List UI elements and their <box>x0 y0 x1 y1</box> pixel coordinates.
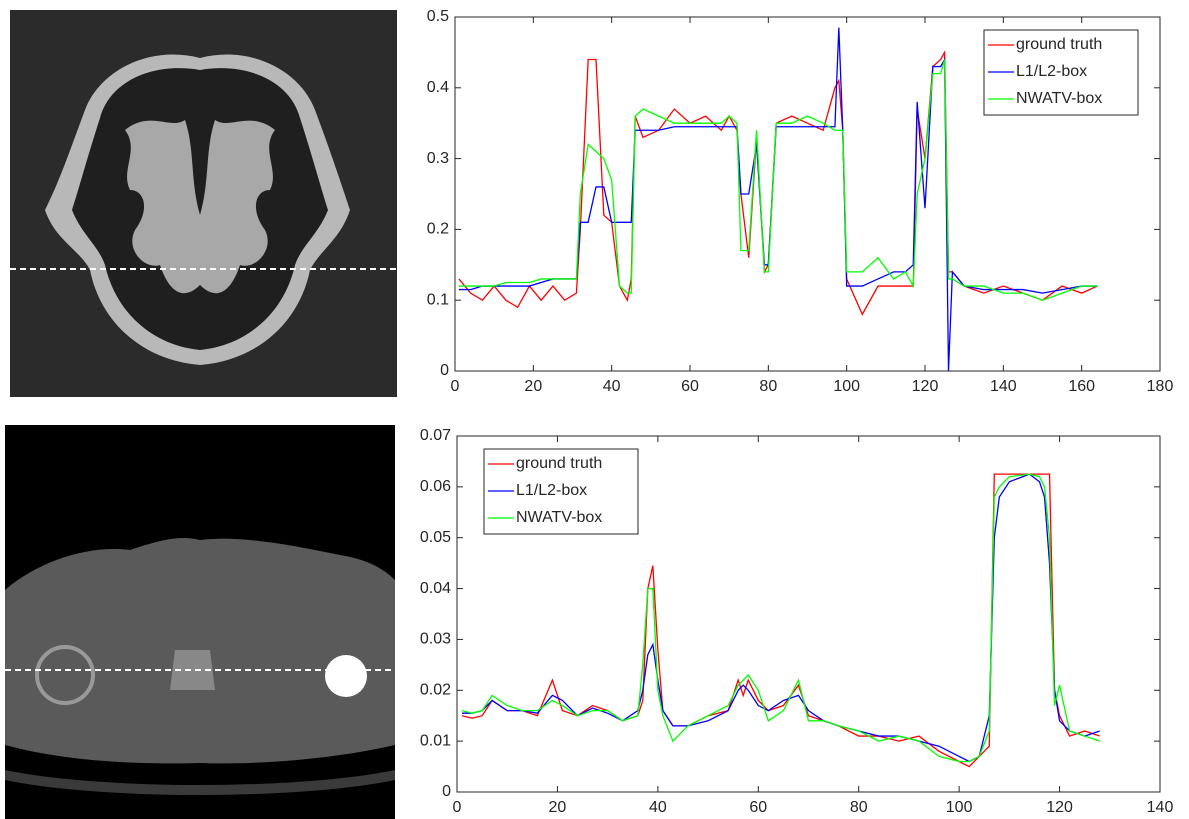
x-tick-label: 140 <box>990 378 1017 395</box>
x-tick-label: 60 <box>749 799 767 816</box>
series-line <box>461 473 1100 763</box>
y-tick-label: 0.06 <box>420 478 451 495</box>
x-tick-label: 120 <box>912 378 939 395</box>
x-tick-label: 0 <box>453 799 462 816</box>
x-tick-label: 100 <box>946 799 973 816</box>
x-tick-label: 80 <box>850 799 868 816</box>
y-tick-label: 0.5 <box>427 8 449 25</box>
x-tick-label: 180 <box>1147 378 1174 395</box>
x-tick-label: 80 <box>759 378 777 395</box>
x-tick-label: 0 <box>451 378 460 395</box>
x-tick-label: 100 <box>833 378 860 395</box>
brain-image <box>10 10 397 397</box>
x-tick-label: 40 <box>649 799 667 816</box>
legend-label: NWATV-box <box>1016 90 1102 107</box>
x-tick-label: 140 <box>1147 799 1174 816</box>
y-tick-label: 0.04 <box>420 580 451 597</box>
y-tick-label: 0.05 <box>420 529 451 546</box>
y-tick-label: 0.2 <box>427 221 449 238</box>
legend-label: NWATV-box <box>516 509 602 526</box>
y-tick-label: 0 <box>440 362 449 379</box>
ct-image <box>5 425 395 819</box>
y-tick-label: 0 <box>442 783 451 800</box>
series-line <box>462 473 1100 763</box>
y-tick-label: 0.02 <box>420 682 451 699</box>
y-tick-label: 0.07 <box>420 427 451 444</box>
legend-label: L1/L2-box <box>516 482 587 499</box>
x-tick-label: 120 <box>1046 799 1073 816</box>
legend-label: ground truth <box>1016 36 1102 53</box>
y-tick-label: 0.03 <box>420 631 451 648</box>
y-tick-label: 0.1 <box>427 291 449 308</box>
x-tick-label: 60 <box>681 378 699 395</box>
series-line <box>458 59 1098 301</box>
x-tick-label: 40 <box>603 378 621 395</box>
x-tick-label: 20 <box>524 378 542 395</box>
y-tick-label: 0.4 <box>427 79 449 96</box>
legend-label: L1/L2-box <box>1016 63 1087 80</box>
y-tick-label: 0.3 <box>427 150 449 167</box>
x-tick-label: 20 <box>549 799 567 816</box>
x-tick-label: 160 <box>1068 378 1095 395</box>
legend-label: ground truth <box>516 455 602 472</box>
y-tick-label: 0.01 <box>420 732 451 749</box>
